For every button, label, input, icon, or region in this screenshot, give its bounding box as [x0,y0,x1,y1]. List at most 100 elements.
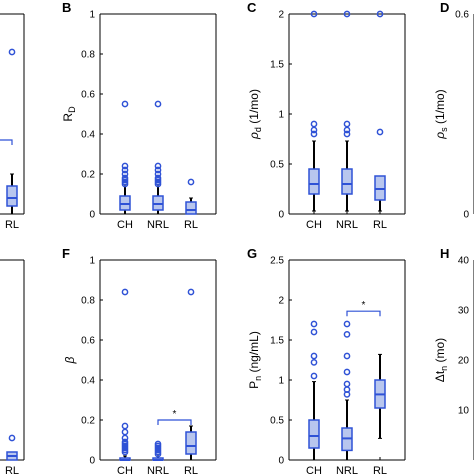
panel-f-outlier-point [154,450,162,458]
panel-b-outlier-point [121,166,129,174]
panel-f-category-label: CH [117,465,133,474]
panel-c-box [308,168,320,195]
panel-e-outlier-point [8,434,16,442]
panel-d-ytick-label: 0 [463,210,469,221]
panel-b-outlier-point [154,166,162,174]
panel-f-ytick-label: 0.4 [81,376,95,387]
panel-a-category-label: RL [5,219,19,231]
panel-g-category-label: RL [373,465,387,474]
panel-g-ytick-label: 0.5 [270,416,284,427]
panel-g-outlier-point [343,368,351,376]
panel-c-outlier-point [310,10,318,18]
panel-b-ytick-label: 0.2 [81,170,95,181]
panel-g-ytick-label: 2 [278,296,284,307]
panel-g-outlier-point [343,380,351,388]
panel-b-outlier-point [121,170,129,178]
panel-g-category-label: NRL [336,465,358,474]
panel-c-outlier-point [343,10,351,18]
panel-d-letter: D [440,0,449,15]
panel-b-outlier-point [154,180,162,188]
panel-g-outlier-point [343,391,351,398]
panel-f-outlier-point [121,422,129,430]
panel-f-outlier-point [121,448,129,456]
panel-b-category-label: RL [184,219,198,231]
panel-c-outlier-point [376,10,384,18]
panel-e-category-label: RL [5,465,19,474]
panel-f-ytick-label: 0.2 [81,416,95,427]
panel-b-category-label: NRL [147,219,169,231]
panel-c-category-label: NRL [336,219,358,231]
panel-c-box [341,168,353,195]
panel-c-outlier-point [343,126,351,134]
panel-g-outlier-point [343,352,351,360]
panel-b-ytick-label: 1 [89,10,95,21]
panel-b-y-axis-label: RD [61,106,77,122]
panel-b-ytick-label: 0.4 [81,130,95,141]
panel-c-outlier-point [310,126,318,134]
panel-b-outlier-point [121,100,129,108]
panel-b-outlier-point [154,162,162,170]
panel-f-outlier-point [187,288,195,296]
panel-f-y-axis-label: β [63,356,77,364]
panel-c-outlier-point [343,120,351,128]
panel-b-letter: B [62,0,71,15]
panel-b-category-label: CH [117,219,133,231]
panel-g-outlier-point [310,352,318,360]
panel-c-outlier-point [343,130,351,138]
panel-f-category-label: RL [184,465,198,474]
panel-c-ytick-label: 1 [278,110,284,121]
panel-g-ytick-label: 1 [278,376,284,387]
panel-h-y-axis-label: Δtn (mo) [433,338,449,382]
panel-g-outlier-point [343,331,351,338]
panel-h-letter: H [440,246,449,261]
panel-f-ytick-label: 1 [89,256,95,267]
panel-g-significance-bracket [346,310,381,317]
panel-b-box [185,201,197,215]
panel-c-ytick-label: 0.5 [270,160,284,171]
panel-h-ytick-label: 20 [458,356,470,367]
panel-g-outlier-point [343,320,351,328]
panel-g-outlier-point [310,359,318,366]
panel-c-category-label: CH [306,219,322,231]
panel-b-outlier-point [154,170,162,178]
panel-g-significance-star: * [362,300,366,311]
panel-c-letter: C [247,0,257,15]
panel-g-y-axis-label: Pn (ng/mL) [247,331,263,389]
panel-b-outlier-point [121,180,129,188]
panel-h-ytick-label: 30 [458,306,470,317]
panel-c-ytick-label: 1.5 [270,60,284,71]
panel-f-outlier-point [121,434,129,442]
panel-a-box [6,185,18,207]
panel-f-ytick-label: 0 [89,456,95,467]
panel-b-ytick-label: 0 [89,210,95,221]
panel-h-ytick-label: 10 [458,406,470,417]
panel-c-outlier-point [376,128,384,136]
panel-g-box [308,419,320,449]
panel-c-category-label: RL [373,219,387,231]
panel-f-ytick-label: 0.8 [81,296,95,307]
panel-c-y-axis-label: ρd (1/mo) [247,89,263,140]
panel-g-category-label: CH [306,465,322,474]
panel-g-ytick-label: 0 [278,456,284,467]
panel-f-ytick-label: 0.6 [81,336,95,347]
panel-c-outlier-point [310,120,318,128]
panel-c-ytick-label: 0 [278,210,284,221]
panel-g-ytick-label: 2.5 [270,256,284,267]
panel-g-outlier-point [310,372,318,380]
panel-a-outlier-point [8,48,16,56]
panel-g-ytick-label: 1.5 [270,336,284,347]
panel-c-ytick-label: 2 [278,10,284,21]
panel-f-box [185,431,197,455]
panel-b-ytick-label: 0.6 [81,90,95,101]
panel-b-outlier-point [187,178,195,186]
panel-b-outlier-point [121,162,129,170]
panel-f-significance-bracket [157,419,192,425]
panel-d-ytick-label: 0.6 [455,10,469,21]
panel-f-outlier-point [121,288,129,296]
panel-g-outlier-point [310,328,318,336]
panel-f-outlier-point [121,428,129,436]
panel-f-significance-star: * [173,409,177,420]
panel-g-outlier-point [310,320,318,328]
panel-b-ytick-label: 0.8 [81,50,95,61]
